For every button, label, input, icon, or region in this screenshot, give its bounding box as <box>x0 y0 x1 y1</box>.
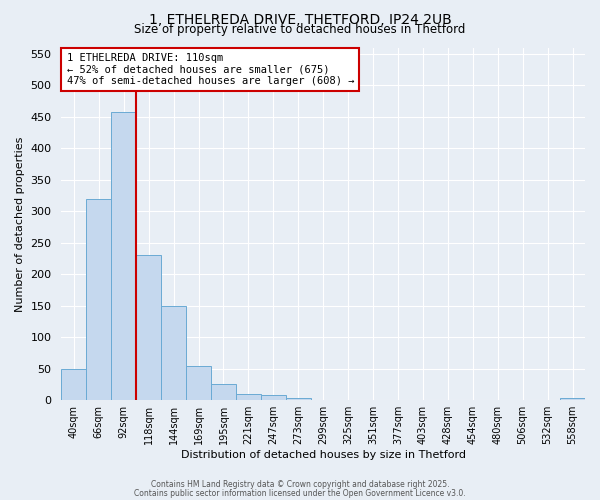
Text: 1, ETHELREDA DRIVE, THETFORD, IP24 2UB: 1, ETHELREDA DRIVE, THETFORD, IP24 2UB <box>149 12 451 26</box>
Text: Contains HM Land Registry data © Crown copyright and database right 2025.: Contains HM Land Registry data © Crown c… <box>151 480 449 489</box>
Bar <box>211 384 236 400</box>
Bar <box>186 366 211 400</box>
Text: Size of property relative to detached houses in Thetford: Size of property relative to detached ho… <box>134 22 466 36</box>
Text: Contains public sector information licensed under the Open Government Licence v3: Contains public sector information licen… <box>134 488 466 498</box>
Bar <box>236 394 261 400</box>
Bar <box>560 398 585 400</box>
Y-axis label: Number of detached properties: Number of detached properties <box>15 136 25 312</box>
Text: 1 ETHELREDA DRIVE: 110sqm
← 52% of detached houses are smaller (675)
47% of semi: 1 ETHELREDA DRIVE: 110sqm ← 52% of detac… <box>67 53 354 86</box>
Bar <box>161 306 186 400</box>
X-axis label: Distribution of detached houses by size in Thetford: Distribution of detached houses by size … <box>181 450 466 460</box>
Bar <box>261 395 286 400</box>
Bar <box>136 256 161 400</box>
Bar <box>286 398 311 400</box>
Bar <box>111 112 136 400</box>
Bar <box>61 368 86 400</box>
Bar <box>86 198 111 400</box>
